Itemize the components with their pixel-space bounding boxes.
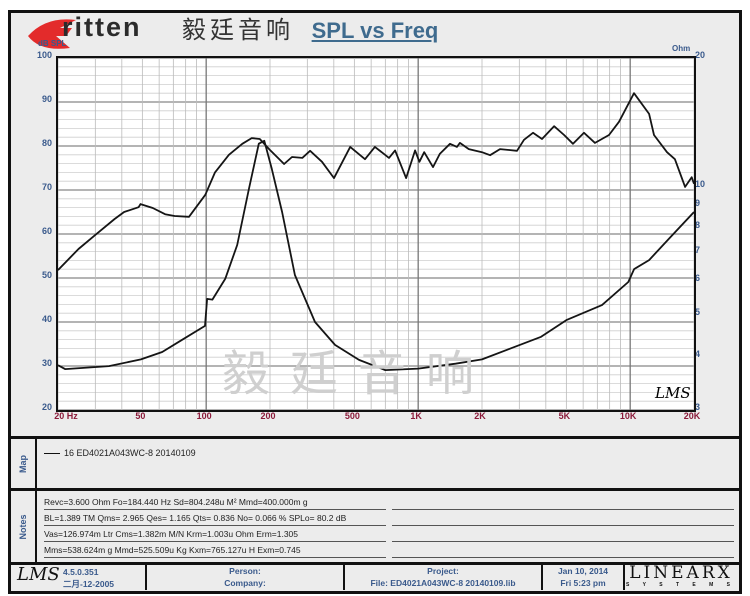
time: Fri 5:23 pm (560, 578, 606, 588)
note-line: Revc=3.600 Ohm Fo=184.440 Hz Sd=804.248u… (44, 497, 386, 510)
y-tick-label: 40 (41, 314, 52, 324)
date: Jan 10, 2014 (557, 566, 609, 576)
x-tick-label: 20 Hz (54, 411, 78, 421)
y2-axis-label: Ohm (672, 44, 691, 53)
divider (8, 562, 742, 565)
footer-date-cell: Jan 10, 2014 Fri 5:23 pm (543, 565, 625, 590)
linearx-logo: LINEARX S Y S T E M S (625, 563, 737, 589)
company-label: Company: (224, 578, 266, 588)
x-tick-label: 20K (683, 411, 701, 421)
note-line-blank (392, 497, 734, 510)
chart-title: SPL vs Freq (311, 18, 439, 43)
x-tick-label: 10K (619, 411, 637, 421)
x-tick-label: 200 (260, 411, 276, 421)
y-tick-label: 90 (41, 94, 52, 104)
y-tick-label: 100 (36, 50, 52, 60)
y-axis-label: dB SPL (38, 39, 67, 48)
note-line-blank (392, 529, 734, 542)
y-tick-label: 30 (41, 358, 52, 368)
footer-person-cell: Person: Company: (147, 565, 345, 590)
divider (8, 436, 742, 439)
watermark: 毅廷音响 (222, 346, 495, 402)
x-tick-label: 500 (344, 411, 360, 421)
footer-version-cell: LMS 4.5.0.351 二月-12-2005 (11, 565, 147, 590)
y-tick-label: 80 (41, 138, 52, 148)
version: 4.5.0.351 (63, 567, 99, 577)
y-tick-label: 60 (41, 226, 52, 236)
person-label: Person: (229, 566, 261, 576)
x-tick-label: 2K (474, 411, 486, 421)
logo-text: ritten (62, 12, 142, 42)
file-name: File: ED4021A043WC-8 20140109.lib (370, 578, 516, 588)
spl-curve (58, 92, 694, 271)
divider (8, 488, 742, 491)
y2-tick-label: 3 (695, 402, 701, 412)
build-date: 二月-12-2005 (63, 579, 115, 589)
notes-side-label: Notes (11, 491, 37, 562)
y2-tick-label: 9 (695, 198, 701, 209)
note-line: BL=1.389 TM Qms= 2.965 Qes= 1.165 Qts= 0… (44, 513, 386, 526)
project-label: Project: (427, 566, 459, 576)
x-tick-label: 1K (410, 411, 422, 421)
x-tick-label: 100 (196, 411, 212, 421)
y-tick-label: 70 (41, 182, 52, 192)
x-tick-label: 50 (135, 411, 146, 421)
note-line-blank (392, 513, 734, 526)
y2-tick-label: 10 (695, 178, 706, 189)
y-tick-label: 50 (41, 270, 52, 280)
plot-area (56, 56, 696, 412)
lms-mark: LMS (655, 384, 691, 402)
y2-tick-label: 20 (695, 50, 706, 60)
impedance-curve (58, 139, 694, 371)
note-line: Vas=126.974m Ltr Cms=1.382m M/N Krm=1.00… (44, 529, 386, 542)
y2-tick-label: 8 (695, 220, 701, 230)
footer-project-cell: Project: File: ED4021A043WC-8 20140109.l… (345, 565, 543, 590)
lms-logo: LMS (17, 564, 60, 585)
y2-tick-label: 6 (695, 273, 701, 284)
y2-tick-label: 4 (695, 348, 701, 359)
y2-tick-label: 5 (695, 307, 701, 318)
legend-entry: 16 ED4021A043WC-8 20140109 (44, 448, 196, 458)
eritten-logo (26, 14, 86, 59)
logo-chinese: 毅廷音响 (182, 16, 294, 44)
y2-tick-label: 7 (695, 244, 701, 255)
x-tick-label: 5K (558, 411, 571, 421)
map-side-label: Map (11, 439, 37, 488)
y-tick-label: 20 (41, 402, 52, 412)
note-line-blank (392, 545, 734, 558)
note-line: Mms=538.624m g Mmd=525.509u Kg Kxm=765.1… (44, 545, 386, 558)
legend-line-icon (44, 453, 60, 455)
